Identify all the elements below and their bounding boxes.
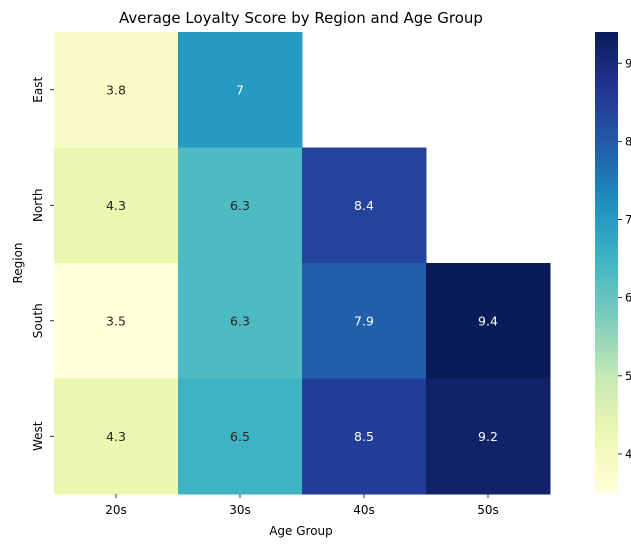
x-axis: 20s 30s 40s 50s	[105, 494, 499, 517]
cell-value-label: 6.3	[230, 198, 250, 213]
heatmap-cell-west-30s	[178, 378, 303, 495]
cell-value-label: 7.9	[354, 313, 374, 328]
cell-value-label: 3.5	[106, 313, 126, 328]
y-tick-label: West	[31, 421, 45, 451]
cell-value-label: 4.3	[106, 198, 126, 213]
heatmap-cell-south-40s	[302, 263, 427, 379]
heatmap-cell-north-20s	[54, 147, 179, 264]
colorbar: 4 5 6 7 8 9	[595, 32, 631, 493]
x-tick-label: 30s	[229, 503, 251, 517]
heatmap-cell-west-50s	[426, 378, 551, 495]
heatmap-cells	[54, 32, 551, 495]
x-tick-label: 40s	[353, 503, 375, 517]
cell-value-label: 8.5	[354, 429, 374, 444]
colorbar-tick-label: 5	[625, 369, 631, 383]
y-tick-label: East	[31, 77, 45, 103]
chart-title: Average Loyalty Score by Region and Age …	[119, 9, 483, 27]
y-axis-label: Region	[11, 242, 25, 283]
cell-value-label: 9.2	[478, 429, 498, 444]
heatmap-cell-east-30s	[178, 32, 303, 148]
y-axis: East North South West	[31, 77, 54, 451]
heatmap-cell-west-20s	[54, 378, 179, 495]
cell-value-label: 6.5	[230, 429, 250, 444]
heatmap-cell-south-20s	[54, 263, 179, 379]
heatmap-cell-south-50s	[426, 263, 551, 379]
cell-value-label: 7	[236, 82, 244, 97]
colorbar-scale	[595, 32, 618, 493]
colorbar-tick-label: 7	[625, 213, 631, 227]
colorbar-tick-label: 4	[625, 447, 631, 461]
x-tick-label: 20s	[105, 503, 127, 517]
heatmap-cell-north-40s	[302, 147, 427, 264]
heatmap-cell-south-30s	[178, 263, 303, 379]
colorbar-tick-label: 8	[625, 134, 631, 148]
colorbar-tick-label: 9	[625, 56, 631, 70]
x-tick-label: 50s	[477, 503, 499, 517]
heatmap-cell-north-30s	[178, 147, 303, 264]
heatmap-cell-labels: 3.8 7 4.3 6.3 8.4 3.5 6.3 7.9 9.4 4.3 6.5 8.5 9.2	[106, 82, 498, 444]
y-tick-label: North	[31, 188, 45, 222]
x-axis-label: Age Group	[269, 524, 333, 538]
cell-value-label: 3.8	[106, 82, 126, 97]
cell-value-label: 8.4	[354, 198, 374, 213]
colorbar-tick-label: 6	[625, 291, 631, 305]
y-tick-label: South	[31, 303, 45, 338]
heatmap-cell-west-40s	[302, 378, 427, 495]
cell-value-label: 9.4	[478, 313, 498, 328]
heatmap-cell-east-20s	[54, 32, 179, 148]
cell-value-label: 6.3	[230, 313, 250, 328]
cell-value-label: 4.3	[106, 429, 126, 444]
